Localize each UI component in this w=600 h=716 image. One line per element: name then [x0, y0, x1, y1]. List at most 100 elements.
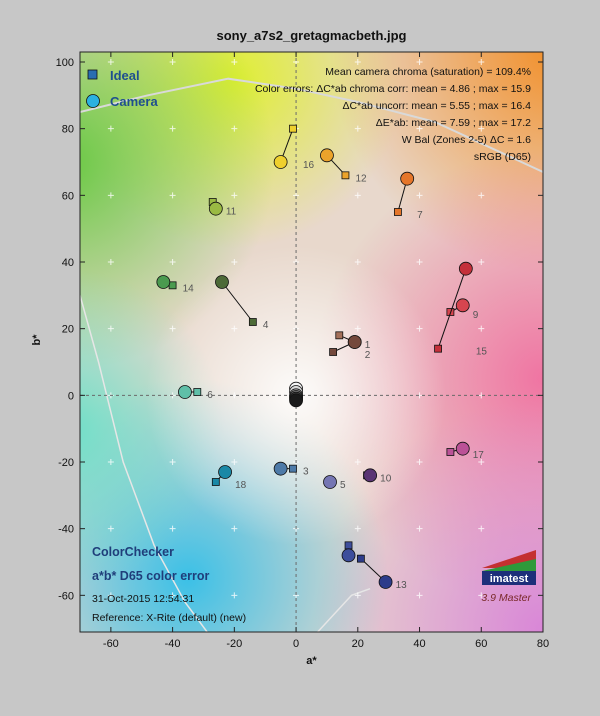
patch-10: 10: [363, 468, 392, 484]
camera-marker: [215, 275, 229, 289]
y-tick-label: 100: [56, 57, 74, 69]
x-tick-label: -60: [103, 638, 119, 650]
grid-cross: [169, 459, 176, 465]
ideal-marker: [356, 554, 365, 563]
patch-label: 17: [473, 450, 485, 461]
y-tick-label: -60: [58, 590, 74, 602]
y-axis-label: b*: [31, 334, 43, 346]
grid-cross: [478, 125, 485, 132]
grid-cross: [107, 259, 114, 265]
camera-marker: [458, 261, 473, 276]
camera-marker: [455, 298, 470, 313]
patch-label: 13: [396, 580, 408, 591]
patch-label: 7: [417, 210, 423, 221]
grid-cross: [107, 525, 114, 532]
x-tick-label: -20: [226, 638, 242, 650]
patch-label: 9: [473, 310, 479, 321]
annotation-line: a*b* D65 color error: [92, 569, 210, 583]
ideal-marker: [341, 171, 350, 180]
grid-cross: [231, 459, 238, 465]
stats-line: Color errors: ΔC*ab chroma corr: mean = …: [255, 83, 531, 95]
grid-cross: [416, 125, 423, 132]
ideal-marker: [394, 208, 402, 216]
patch-17: 17: [446, 441, 485, 461]
legend-square-icon: [87, 69, 98, 80]
y-tick-label: 60: [62, 190, 74, 202]
axes: -60 -40 -20 0 20 40 60 80 -60 -40 -20 0 20 40 60 80 100 a…: [31, 52, 549, 667]
grid: [107, 59, 543, 599]
camera-marker: [218, 465, 232, 479]
camera-marker: [178, 385, 192, 399]
grid-cross: [169, 192, 176, 199]
camera-marker: [400, 171, 415, 186]
grid-cross: [354, 459, 361, 465]
grid-cross: [354, 592, 361, 599]
patch-label: 12: [355, 173, 367, 184]
ideal-marker: [335, 331, 344, 340]
ideal-marker: [289, 464, 297, 473]
grid-cross: [478, 525, 485, 532]
logo-green-stripe: [482, 559, 536, 571]
grid-cross: [169, 125, 176, 132]
ideal-marker: [248, 318, 257, 326]
patch-2: 2: [329, 335, 371, 361]
plot-frame: [79, 51, 544, 633]
patch-3: 3: [273, 461, 309, 478]
error-line: [221, 281, 254, 323]
grid-cross: [354, 325, 361, 332]
x-tick-label: 40: [413, 638, 425, 650]
grid-cross: [169, 325, 176, 332]
x-tick-label: 60: [475, 638, 487, 650]
annotation-line: ColorChecker: [92, 545, 174, 559]
chart-title: sony_a7s2_gretagmacbeth.jpg: [216, 28, 406, 43]
grid-cross: [478, 259, 485, 265]
data-layer: 123456789101112131415161718: [156, 124, 487, 591]
stats-line: ΔC*ab uncorr: mean = 5.55 ; max = 16.4: [342, 100, 531, 112]
grid-cross: [169, 592, 176, 599]
grid-cross: [478, 59, 485, 65]
grid-cross: [231, 125, 238, 132]
patch-label: 10: [380, 473, 392, 484]
legend-circle-icon: [86, 94, 100, 108]
patch-label: 5: [340, 480, 346, 491]
grid-cross: [416, 59, 423, 65]
x-axis-label: a*: [306, 655, 317, 667]
legend-label: Camera: [110, 94, 158, 109]
patch-12: 12: [320, 148, 367, 184]
imatest-logo: imatest 3.9 Master: [481, 550, 536, 604]
grid-cross: [416, 192, 423, 199]
gamut-left-curve: [80, 295, 209, 632]
camera-marker: [208, 201, 223, 216]
y-tick-label: 20: [62, 324, 74, 336]
patch-14: 14: [156, 275, 194, 294]
patch-16: 16: [273, 124, 315, 171]
camera-marker: [156, 275, 171, 289]
x-tick-label: 20: [352, 638, 364, 650]
grid-cross: [169, 525, 176, 532]
x-tick-label: -40: [165, 638, 181, 650]
camera-marker: [347, 335, 362, 349]
camera-marker: [378, 575, 393, 589]
patch-5: 5: [323, 475, 346, 491]
patch-label: 2: [365, 350, 371, 361]
grid-cross: [231, 325, 238, 332]
stats-text: Mean camera chroma (saturation) = 109.4%…: [255, 66, 531, 163]
camera-marker: [455, 441, 470, 456]
grid-cross: [478, 459, 485, 465]
grid-cross: [354, 525, 361, 532]
grid-cross: [231, 259, 238, 265]
ideal-marker: [446, 448, 455, 456]
patch-18: 18: [211, 465, 247, 491]
camera-marker: [363, 468, 378, 483]
ideal-marker: [211, 478, 220, 486]
patch-13: 13: [356, 554, 408, 591]
grid-cross: [169, 59, 176, 65]
patch-6: 6: [178, 385, 213, 401]
patch-4: 4: [215, 275, 269, 331]
grid-cross: [231, 525, 238, 532]
neutral-marker: [289, 393, 303, 408]
grid-cross: [416, 259, 423, 265]
legend: Ideal Camera: [86, 68, 158, 109]
legend-label: Ideal: [110, 68, 140, 83]
